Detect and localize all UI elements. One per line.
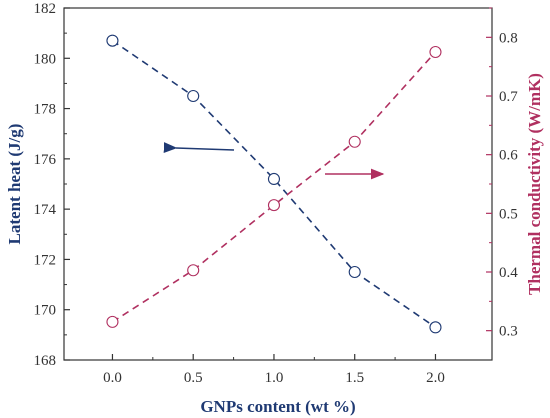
data-point-right <box>106 315 119 328</box>
y-left-axis-title: Latent heat (J/g) <box>5 124 24 245</box>
y-left-tick-label: 178 <box>34 102 57 118</box>
series-line-right <box>112 51 437 323</box>
data-point-right <box>187 264 200 277</box>
data-point-left <box>429 321 442 334</box>
data-point-right <box>348 135 361 148</box>
y-right-axis-title: Thermal conductivity (W/mK) <box>525 73 544 295</box>
y-left-tick-label: 174 <box>34 202 57 218</box>
y-left-tick-label: 170 <box>34 303 57 319</box>
x-tick-label: 1.0 <box>265 370 284 386</box>
y-right-tick-label: 0.3 <box>499 324 518 340</box>
data-point-left <box>187 89 200 103</box>
y-left-tick-label: 176 <box>34 152 57 168</box>
data-point-left <box>267 172 281 186</box>
x-axis-title: GNPs content (wt %) <box>200 397 355 416</box>
x-tick-label: 1.5 <box>345 370 364 386</box>
data-point-right <box>429 45 442 59</box>
y-left-tick-label: 168 <box>34 353 57 369</box>
x-tick-label: 0.5 <box>184 370 203 386</box>
y-right-tick-label: 0.7 <box>499 89 518 105</box>
y-left-tick-label: 180 <box>34 51 57 67</box>
series-line-left <box>112 40 436 328</box>
data-point-right <box>267 199 281 212</box>
left-arrow <box>163 142 235 153</box>
x-tick-label: 2.0 <box>426 370 445 386</box>
y-right-tick-label: 0.8 <box>499 30 518 46</box>
y-right-tick-label: 0.4 <box>499 265 518 281</box>
y-right-tick-label: 0.6 <box>499 148 518 164</box>
x-tick-label: 0.0 <box>103 370 122 386</box>
data-point-left <box>106 34 119 47</box>
y-left-tick-label: 172 <box>34 252 57 268</box>
y-left-tick-label: 182 <box>34 1 57 17</box>
y-right-tick-label: 0.5 <box>499 206 518 222</box>
data-point-left <box>348 265 361 279</box>
